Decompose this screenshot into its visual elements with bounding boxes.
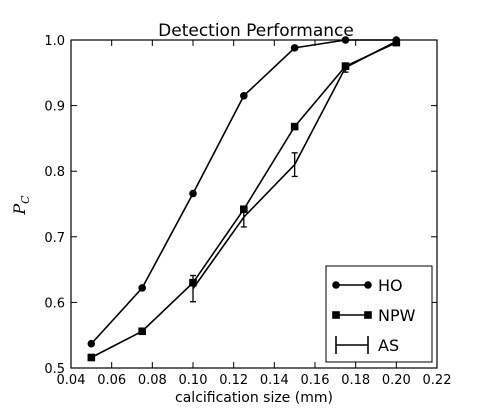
y-tick-label: 0.8 [44, 165, 65, 180]
plot-area-frame [70, 39, 438, 369]
x-axis-label: calcification size (mm) [175, 390, 333, 406]
data-point-npw [290, 122, 299, 131]
y-axis-label-subscript: C [19, 195, 32, 204]
x-tick-label: 0.06 [97, 373, 126, 388]
data-point-ho [240, 91, 248, 100]
legend-label-as: AS [378, 336, 399, 355]
y-tick-label: 0.5 [44, 362, 65, 377]
data-point-ho [138, 284, 146, 292]
data-point-npw [138, 327, 146, 336]
legend-marker-ho [332, 281, 340, 289]
x-tick-label: 0.18 [341, 373, 370, 388]
series-layer [87, 36, 401, 362]
legend: HO NPW AS [325, 265, 433, 363]
y-tick-label: 0.6 [44, 296, 65, 311]
chart-title: Detection Performance [158, 21, 354, 41]
x-tick-label: 0.22 [423, 373, 452, 388]
data-point-npw [87, 353, 96, 362]
data-point-ho [189, 189, 197, 198]
x-axis-ticks: 0.04 0.06 0.08 0.10 0.12 0.14 0.16 0.18 0.20 0.22 [57, 40, 452, 388]
x-tick-label: 0.14 [260, 373, 289, 388]
y-tick-label: 0.9 [44, 100, 65, 115]
legend-label-npw: NPW [378, 306, 416, 325]
legend-label-ho: HO [378, 276, 403, 295]
y-tick-label: 1.0 [44, 34, 65, 49]
y-axis-label: PC [10, 195, 32, 216]
legend-marker-npw [364, 311, 372, 319]
x-tick-label: 0.16 [301, 373, 330, 388]
x-tick-label: 0.20 [382, 373, 411, 388]
data-point-ho [341, 36, 350, 44]
data-point-ho [87, 339, 96, 348]
x-tick-label: 0.08 [138, 373, 167, 388]
x-tick-label: 0.10 [179, 373, 208, 388]
data-point-ho [290, 44, 299, 52]
legend-box [325, 265, 433, 363]
x-tick-label: 0.04 [57, 373, 86, 388]
y-axis-label-main: P [10, 204, 29, 216]
legend-marker-ho [364, 281, 372, 289]
x-tick-label: 0.12 [219, 373, 248, 388]
y-axis-ticks: 0.5 0.6 0.7 0.8 0.9 1.0 [44, 34, 437, 377]
y-tick-label: 0.7 [44, 231, 65, 246]
legend-marker-npw [332, 311, 340, 319]
